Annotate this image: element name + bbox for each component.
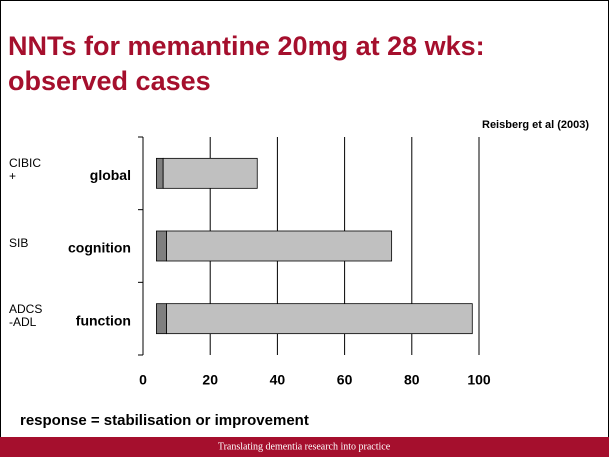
source: Reisberg et al (2003) (482, 119, 589, 131)
scale-label: ADCS-ADL (9, 301, 43, 329)
x-tick-label: 80 (404, 372, 420, 388)
x-tick-label: 100 (467, 372, 491, 388)
category-label: global (90, 167, 131, 183)
category-label: cognition (68, 240, 131, 256)
bar-segment (156, 157, 164, 189)
bar-segment (166, 303, 473, 335)
bar-segment (166, 230, 393, 262)
footer: Translating dementia research into pract… (218, 441, 391, 452)
x-tick-label: 60 (337, 372, 353, 388)
x-tick-label: 0 (139, 372, 147, 388)
bar-segment (156, 303, 167, 335)
bar-segment (156, 230, 167, 262)
category-label: function (76, 312, 131, 328)
title-line: NNTs for memantine 20mg at 28 wks: (8, 31, 485, 61)
scale-label: CIBIC+ (9, 156, 42, 184)
x-tick-label: 40 (270, 372, 286, 388)
note: response = stabilisation or improvement (20, 412, 309, 429)
x-tick-label: 20 (202, 372, 218, 388)
title-line: observed cases (8, 66, 211, 96)
scale-label: SIB (9, 235, 29, 250)
bar-segment (162, 157, 258, 189)
footer-bar (0, 437, 609, 457)
